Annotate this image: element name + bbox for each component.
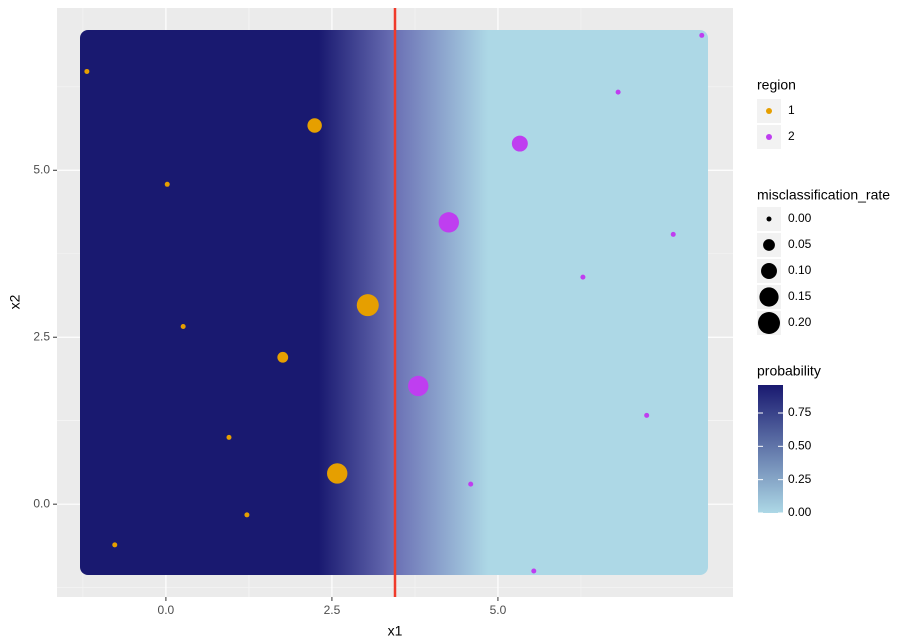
point xyxy=(670,231,676,237)
legend-label: 0.05 xyxy=(788,237,812,251)
point xyxy=(615,89,621,95)
x-tick-label: 0.0 xyxy=(158,603,175,617)
point xyxy=(226,434,232,440)
point xyxy=(164,181,170,187)
legend-swatch xyxy=(766,108,772,114)
point xyxy=(307,118,322,133)
legend-title: misclassification_rate xyxy=(757,187,890,203)
legend-label: 0.15 xyxy=(788,289,812,303)
legend-swatch xyxy=(766,134,772,140)
colorbar-label: 0.75 xyxy=(788,405,812,419)
point xyxy=(580,274,586,280)
point xyxy=(277,351,289,363)
x-axis-title: x1 xyxy=(388,623,403,639)
colorbar-label: 0.25 xyxy=(788,472,812,486)
legend-title: region xyxy=(757,77,796,93)
point xyxy=(699,32,705,38)
legend-label: 1 xyxy=(788,103,795,117)
y-tick-label: 0.0 xyxy=(33,496,50,510)
y-axis-title: x2 xyxy=(7,294,23,309)
legend-title: probability xyxy=(757,363,821,379)
colorbar-label: 0.00 xyxy=(788,505,812,519)
point xyxy=(112,542,118,548)
x-tick-label: 5.0 xyxy=(490,603,507,617)
x-tick-label: 2.5 xyxy=(324,603,341,617)
legend-size xyxy=(766,216,772,222)
legend-label: 0.00 xyxy=(788,211,812,225)
point xyxy=(356,294,379,317)
legend-label: 2 xyxy=(788,129,795,143)
legend-size xyxy=(759,287,779,307)
point xyxy=(438,212,459,233)
colorbar-label: 0.50 xyxy=(788,439,812,453)
legend-size xyxy=(761,263,777,279)
point xyxy=(468,481,474,487)
point xyxy=(531,568,537,574)
legend-label: 0.20 xyxy=(788,315,812,329)
point xyxy=(180,324,186,330)
legend-size xyxy=(758,312,780,334)
y-tick-label: 2.5 xyxy=(33,329,50,343)
point xyxy=(408,375,429,397)
colorbar xyxy=(758,385,783,513)
y-tick-label: 5.0 xyxy=(33,162,50,176)
legend-label: 0.10 xyxy=(788,263,812,277)
point xyxy=(244,512,250,518)
legend-size xyxy=(763,239,775,251)
point xyxy=(327,463,348,484)
point xyxy=(644,412,650,418)
point xyxy=(84,68,90,74)
point xyxy=(511,135,528,152)
